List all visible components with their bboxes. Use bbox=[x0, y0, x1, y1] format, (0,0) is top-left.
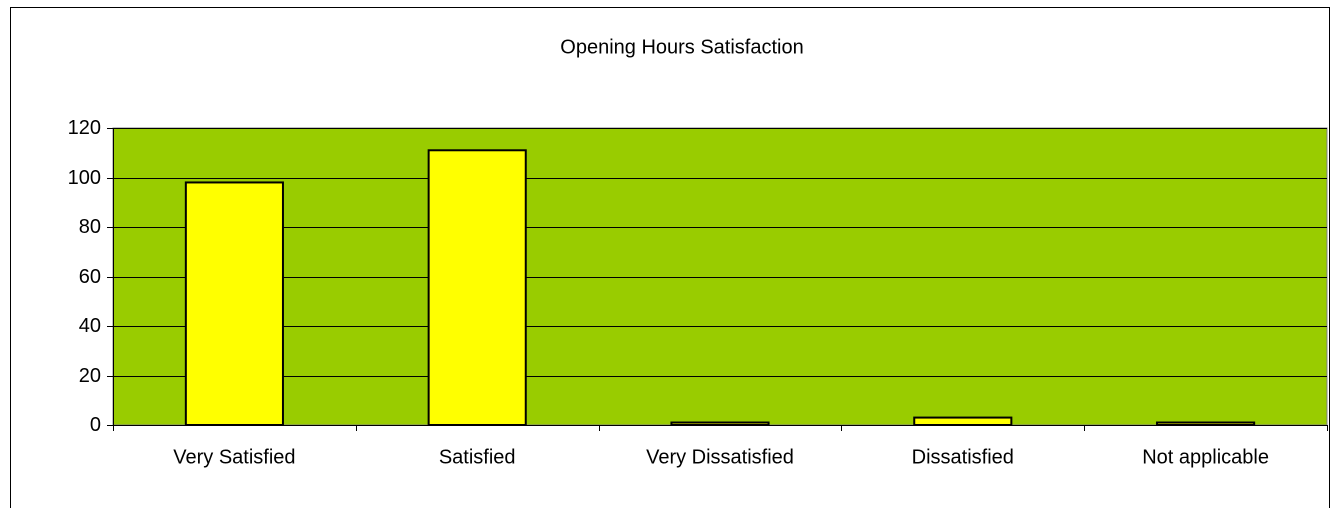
y-tick-label: 0 bbox=[90, 414, 101, 436]
x-tick-label: Dissatisfied bbox=[912, 446, 1014, 468]
y-tick-label: 80 bbox=[79, 216, 101, 238]
bar bbox=[670, 421, 770, 426]
bar bbox=[1156, 421, 1256, 426]
x-tick-label: Very Satisfied bbox=[173, 446, 295, 468]
x-tick-label: Very Dissatisfied bbox=[646, 446, 794, 468]
bar bbox=[427, 149, 527, 426]
y-tick-label: 100 bbox=[68, 167, 101, 189]
y-tick-label: 40 bbox=[79, 315, 101, 337]
plot-area bbox=[112, 127, 1328, 426]
x-tick-label: Not applicable bbox=[1142, 446, 1269, 468]
y-tick-label: 120 bbox=[68, 117, 101, 139]
bar bbox=[913, 416, 1013, 427]
y-tick-label: 60 bbox=[79, 266, 101, 288]
chart-title: Opening Hours Satisfaction bbox=[560, 36, 803, 58]
x-tick-label: Satisfied bbox=[439, 446, 516, 468]
bar bbox=[184, 181, 284, 426]
y-tick-label: 20 bbox=[79, 365, 101, 387]
